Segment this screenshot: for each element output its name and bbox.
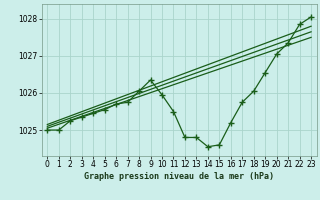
X-axis label: Graphe pression niveau de la mer (hPa): Graphe pression niveau de la mer (hPa) xyxy=(84,172,274,181)
